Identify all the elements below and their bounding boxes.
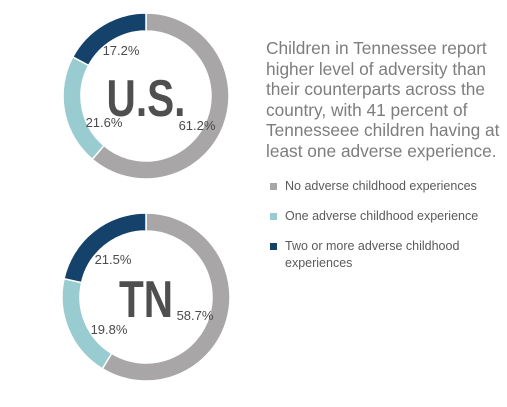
data-label-two-plus: 21.5% <box>95 252 132 267</box>
legend-item-none: No adverse childhood experiences <box>270 178 505 195</box>
donut-center-label: TN <box>119 270 173 328</box>
donut-slice-two-plus <box>71 12 147 67</box>
legend-label-one: One adverse childhood experience <box>285 209 479 223</box>
donut-us: U.S.61.2% 21.6% 17.2% <box>62 12 230 180</box>
legend-label-two-plus: Two or more adverse childhood experience… <box>285 239 460 270</box>
legend: No adverse childhood experiences One adv… <box>270 178 505 285</box>
legend-swatch-none <box>270 183 277 190</box>
donut-slice-none <box>91 12 230 180</box>
data-label-none: 58.7% <box>177 308 214 323</box>
data-label-one: 21.6% <box>86 115 123 130</box>
donut-slice-one <box>62 55 105 161</box>
donut-slice-none <box>101 212 231 382</box>
donut-charts: U.S.61.2% 21.6% 17.2% TN 58.7% 19.8% 21.5% <box>61 12 231 382</box>
legend-label-none: No adverse childhood experiences <box>285 179 477 193</box>
data-label-none: 61.2% <box>179 118 216 133</box>
legend-swatch-two-plus <box>270 243 277 250</box>
data-label-two-plus: 17.2% <box>103 43 140 58</box>
legend-swatch-one <box>270 213 277 220</box>
donut-tn: TN 58.7% 19.8% 21.5% <box>61 212 231 382</box>
donut-slice-two-plus <box>63 212 147 284</box>
legend-item-one: One adverse childhood experience <box>270 208 505 225</box>
donut-center-label: U.S. <box>107 69 186 127</box>
legend-item-two-plus: Two or more adverse childhood experience… <box>270 238 505 272</box>
summary-text: Children in Tennessee report higher leve… <box>266 38 500 161</box>
data-label-one: 19.8% <box>91 322 128 337</box>
